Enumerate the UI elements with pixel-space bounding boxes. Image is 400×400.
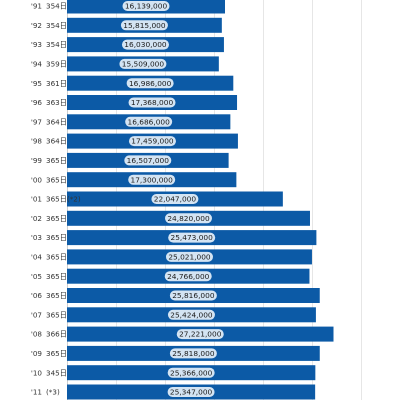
- year-label: '10: [31, 368, 43, 377]
- days-label: 365日: [46, 233, 67, 242]
- days-label: 354日: [46, 2, 67, 11]
- year-label: '11: [31, 388, 42, 397]
- year-label: '02: [31, 214, 42, 223]
- days-label: 364日: [46, 117, 67, 126]
- value-label-pill: [167, 367, 215, 378]
- days-label: 365日: [46, 156, 67, 165]
- days-label: 365日: [46, 214, 67, 223]
- value-label-pill: [168, 232, 216, 243]
- year-label: '06: [31, 291, 43, 300]
- value-label-pill: [169, 290, 217, 301]
- value-label-pill: [164, 271, 212, 282]
- value-label-pill: [128, 174, 176, 185]
- value-label: 17,300,000: [131, 175, 174, 184]
- value-label: 24,820,000: [167, 214, 210, 223]
- value-label-pill: [165, 251, 213, 262]
- value-label-backgrounds: [119, 1, 224, 397]
- value-label-pill: [167, 309, 215, 320]
- value-label: 25,816,000: [172, 291, 215, 300]
- year-label: '95: [31, 79, 42, 88]
- value-label: 17,368,000: [131, 98, 174, 107]
- value-label: 16,139,000: [125, 2, 168, 11]
- days-label: 365日: [46, 349, 67, 358]
- year-label: '93: [31, 40, 42, 49]
- days-label: 363日: [46, 98, 67, 107]
- value-label-pill: [128, 136, 176, 147]
- days-label: 365日: [46, 272, 67, 281]
- value-label: 16,986,000: [129, 79, 172, 88]
- value-label: 22,047,000: [154, 195, 197, 204]
- value-labels: 16,139,000 15,815,000 16,030,000 15,509,000…: [122, 2, 222, 397]
- days-label: 345日: [46, 368, 67, 377]
- year-label: '07: [31, 310, 42, 319]
- days-label: 365日: [46, 253, 67, 262]
- value-label: 25,021,000: [168, 253, 211, 262]
- days-label: (*3): [46, 388, 60, 397]
- days-label: 361日: [46, 79, 67, 88]
- days-label: 359日: [46, 60, 67, 69]
- year-label: '03: [31, 233, 42, 242]
- value-label-pill: [151, 194, 199, 204]
- value-label: 15,509,000: [122, 60, 165, 69]
- value-label: 24,766,000: [167, 272, 210, 281]
- days-label: 365日(*2): [46, 195, 81, 204]
- days-label: 354日: [46, 21, 67, 30]
- value-label: 16,507,000: [127, 156, 170, 165]
- year-label: '98: [31, 137, 43, 146]
- days-label: 365日: [46, 310, 67, 319]
- year-label: '99: [31, 156, 43, 165]
- year-label: '91: [31, 2, 42, 11]
- row-labels: '91 354日'92 354日'93 354日'94 359日'95 361日'96 36…: [31, 2, 81, 397]
- days-label: 354日: [46, 40, 67, 49]
- value-label-pill: [119, 58, 167, 69]
- year-label: '08: [31, 330, 43, 339]
- value-label-pill: [169, 348, 217, 359]
- year-label: '00: [31, 175, 43, 184]
- value-label-pill: [124, 155, 172, 166]
- days-label: 364日: [46, 137, 67, 146]
- year-label: '04: [31, 253, 43, 262]
- year-label: '94: [31, 60, 43, 69]
- value-label: 25,347,000: [170, 388, 213, 397]
- value-label: 16,686,000: [128, 117, 171, 126]
- value-label-pill: [120, 20, 168, 31]
- value-label-pill: [126, 78, 174, 89]
- value-label: 25,366,000: [170, 368, 213, 377]
- value-label: 16,030,000: [124, 40, 167, 49]
- year-label: '92: [31, 21, 42, 30]
- value-label-pill: [165, 213, 212, 224]
- value-label: 15,815,000: [123, 21, 166, 30]
- value-label-pill: [167, 387, 215, 397]
- value-label-pill: [121, 39, 169, 50]
- year-label: '05: [31, 272, 42, 281]
- value-label: 25,473,000: [171, 233, 214, 242]
- year-label: '97: [31, 117, 42, 126]
- value-label-pill: [125, 116, 173, 127]
- value-label: 17,459,000: [131, 137, 174, 146]
- year-label: '96: [31, 98, 43, 107]
- days-label: 366日: [46, 330, 67, 339]
- value-label-pill: [128, 97, 176, 108]
- year-label: '09: [31, 349, 43, 358]
- value-label-pill: [122, 1, 170, 11]
- value-label: 25,424,000: [170, 310, 213, 319]
- days-label: 365日: [46, 291, 67, 300]
- value-label: 27,221,000: [179, 330, 222, 339]
- year-label: '01: [31, 195, 42, 204]
- days-label: 365日: [46, 175, 67, 184]
- value-label-pill: [176, 329, 224, 340]
- value-label: 25,818,000: [172, 349, 215, 358]
- bars: [67, 0, 334, 400]
